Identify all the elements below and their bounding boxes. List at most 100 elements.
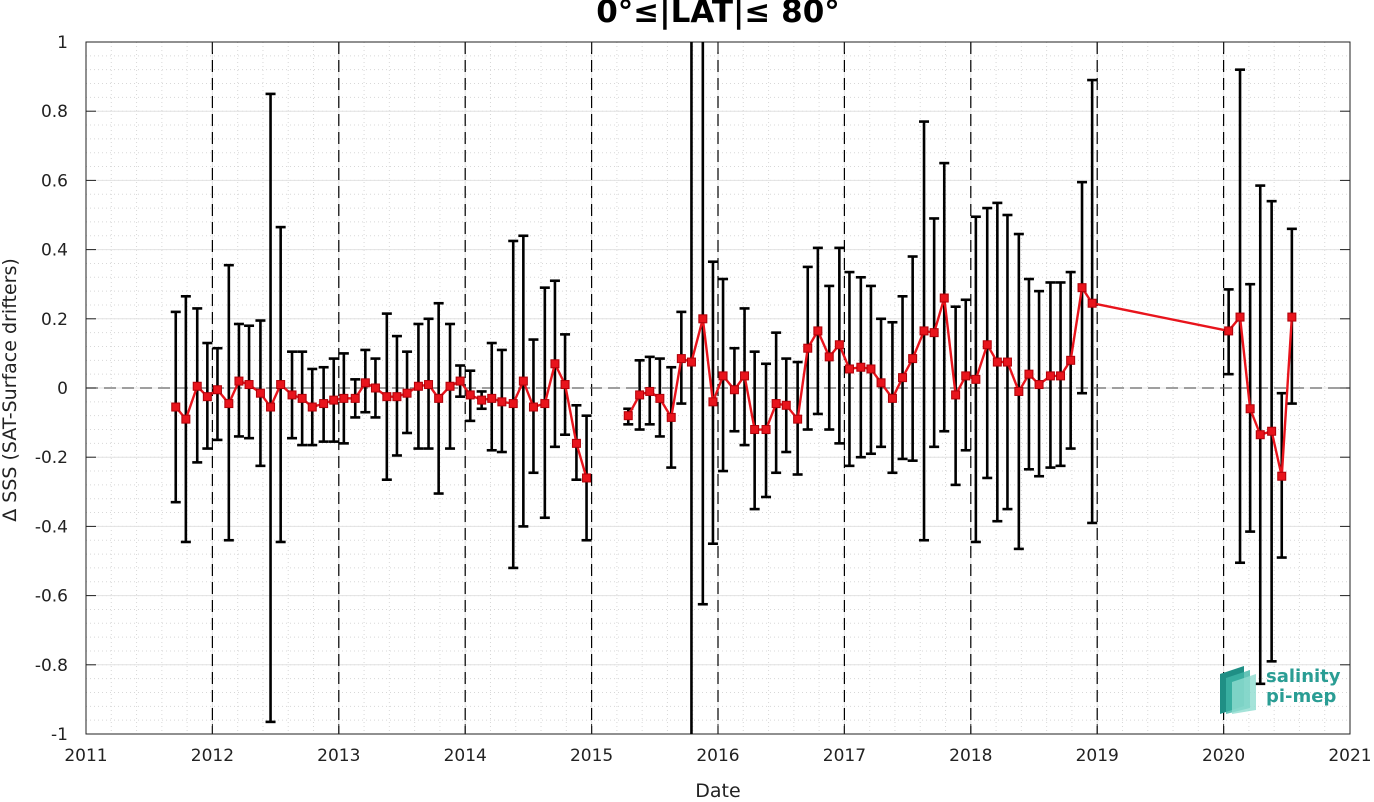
data-point-marker (813, 326, 823, 336)
axes (85, 41, 1351, 735)
data-point-marker (961, 371, 971, 381)
data-point-marker (844, 364, 854, 374)
data-point-marker (307, 402, 317, 412)
y-tick-label: -1 (51, 725, 68, 745)
data-point-marker (550, 359, 560, 369)
data-point-marker (824, 352, 834, 362)
data-point-marker (1267, 426, 1277, 436)
data-point-marker (465, 390, 475, 400)
data-point-marker (382, 392, 392, 402)
data-point-marker (202, 392, 212, 402)
data-point-marker (750, 425, 760, 435)
data-point-marker (212, 385, 222, 395)
data-point-marker (803, 343, 813, 353)
data-point-marker (319, 399, 329, 409)
logo-text-pimep: pi-mep (1266, 686, 1337, 707)
y-tick-label: 1 (57, 33, 68, 53)
data-point-marker (1034, 380, 1044, 390)
data-point-marker (244, 380, 254, 390)
data-point-marker (645, 386, 655, 396)
data-point-marker (781, 400, 791, 410)
data-point-marker (971, 374, 981, 384)
y-tick-label: -0.6 (35, 587, 68, 607)
data-point-marker (1056, 371, 1066, 381)
x-tick-label: 2013 (317, 746, 360, 766)
chart-title: 0°≤|LAT|≤ 80° (596, 0, 840, 30)
data-point-marker (1277, 471, 1287, 481)
data-point-marker (255, 388, 265, 398)
data-point-marker (992, 357, 1002, 367)
data-point-marker (1002, 357, 1012, 367)
data-point-marker (708, 397, 718, 407)
data-point-marker (698, 314, 708, 324)
series-markers (171, 283, 1297, 483)
data-point-marker (1045, 371, 1055, 381)
data-point-marker (392, 392, 402, 402)
logo-mark-icon (1220, 666, 1256, 714)
data-point-marker (571, 438, 581, 448)
data-point-marker (793, 414, 803, 424)
data-point-marker (528, 402, 538, 412)
data-point-marker (929, 328, 939, 338)
x-tick-label: 2015 (570, 746, 613, 766)
data-point-marker (582, 473, 592, 483)
data-point-marker (1014, 386, 1024, 396)
y-tick-label: 0 (57, 379, 68, 399)
data-point-marker (866, 364, 876, 374)
x-tick-label: 2019 (1076, 746, 1119, 766)
data-point-marker (434, 393, 444, 403)
x-tick-label: 2017 (823, 746, 866, 766)
series-lines (174, 284, 1294, 479)
y-axis-label: Δ SSS (SAT-Surface drifters) (0, 258, 21, 522)
series-line (174, 360, 588, 479)
x-tick-label: 2011 (64, 746, 107, 766)
data-point-marker (540, 399, 550, 409)
salinity-pimep-logo: salinity pi-mep (1214, 664, 1344, 716)
x-axis-label: Date (695, 780, 741, 802)
data-point-marker (718, 371, 728, 381)
data-point-marker (445, 381, 455, 391)
data-point-marker (666, 412, 676, 422)
data-point-marker (424, 380, 434, 390)
y-tick-label: 0.4 (41, 241, 68, 261)
data-point-marker (740, 371, 750, 381)
data-point-marker (181, 414, 191, 424)
data-point-marker (360, 378, 370, 388)
data-point-marker (898, 373, 908, 383)
data-point-marker (1087, 298, 1097, 308)
x-tick-label: 2018 (949, 746, 992, 766)
data-point-marker (623, 411, 633, 421)
x-tick-label: 2020 (1202, 746, 1245, 766)
data-point-marker (939, 293, 949, 303)
logo-text-salinity: salinity (1266, 666, 1341, 687)
x-tick-label: 2012 (191, 746, 234, 766)
data-point-marker (635, 390, 645, 400)
series-line (627, 284, 1294, 477)
data-point-marker (729, 385, 739, 395)
data-point-marker (771, 399, 781, 409)
y-tick-label: 0.8 (41, 102, 68, 122)
data-point-marker (1024, 369, 1034, 379)
data-point-marker (497, 397, 507, 407)
y-tick-label: 0.6 (41, 171, 68, 191)
data-point-marker (234, 376, 244, 386)
data-point-marker (919, 326, 929, 336)
data-point-marker (266, 402, 276, 412)
data-point-marker (1077, 283, 1087, 293)
y-tick-label: -0.8 (35, 656, 68, 676)
x-tick-label: 2016 (696, 746, 739, 766)
data-point-marker (413, 381, 423, 391)
data-point-marker (455, 376, 465, 386)
data-point-marker (171, 402, 181, 412)
data-point-marker (876, 378, 886, 388)
x-tick-label: 2014 (444, 746, 487, 766)
data-point-marker (276, 380, 286, 390)
data-point-marker (224, 399, 234, 409)
data-point-marker (370, 383, 380, 393)
data-point-marker (402, 388, 412, 398)
data-point-marker (1255, 430, 1265, 440)
data-point-marker (350, 393, 360, 403)
data-point-marker (761, 425, 771, 435)
data-point-marker (560, 380, 570, 390)
